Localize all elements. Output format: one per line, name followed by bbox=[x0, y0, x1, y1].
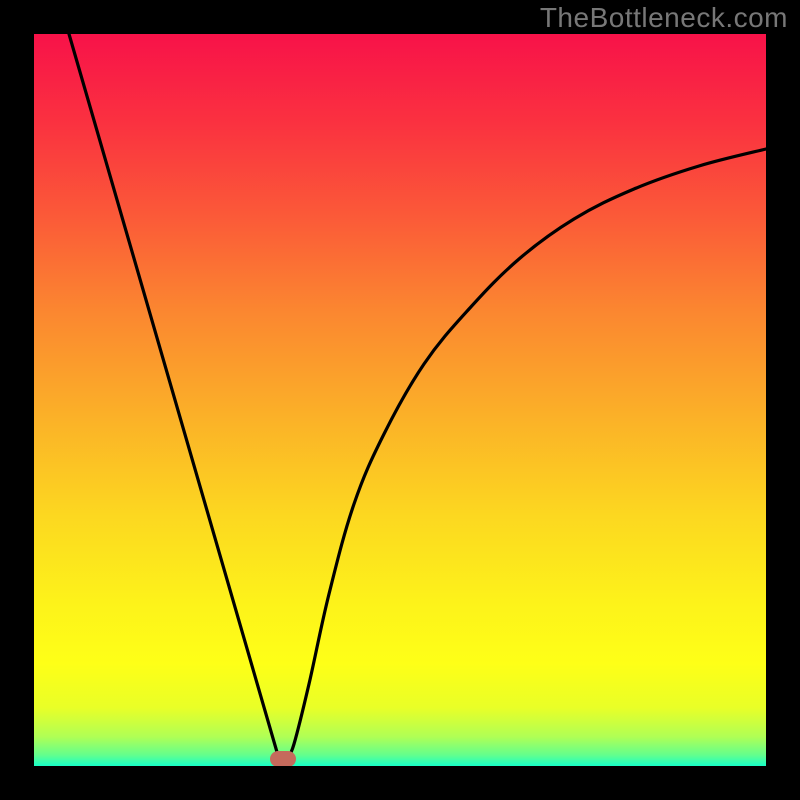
minimum-marker bbox=[270, 751, 296, 767]
border-bottom bbox=[0, 766, 800, 800]
watermark-text: TheBottleneck.com bbox=[540, 2, 788, 34]
chart-frame: TheBottleneck.com bbox=[0, 0, 800, 800]
border-left bbox=[0, 0, 34, 800]
border-right bbox=[766, 0, 800, 800]
gradient-rect bbox=[34, 34, 766, 766]
gradient-plot-area bbox=[34, 34, 766, 766]
